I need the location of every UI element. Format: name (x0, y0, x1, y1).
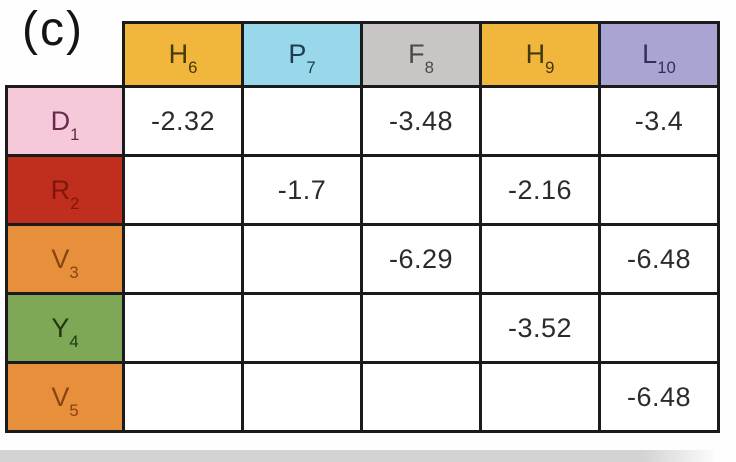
cell-r2-p7: -1.7 (241, 154, 363, 226)
bottom-edge-strip (0, 450, 714, 462)
cell-v5-l10: -6.48 (598, 361, 720, 433)
cell-v3-p7 (241, 223, 363, 295)
row-header-r2: R2 (5, 154, 125, 226)
table-row-y4: Y4 -3.52 (5, 292, 720, 364)
row-header-y4: Y4 (5, 292, 125, 364)
row-header-v3: V3 (5, 223, 125, 295)
cell-v3-f8: -6.29 (360, 223, 482, 295)
cell-y4-f8 (360, 292, 482, 364)
cell-y4-h9: -3.52 (479, 292, 601, 364)
interaction-matrix-table: H6 P7 F8 H9 L10 D1 -2.32 -3.48 -3.4 R2 -… (5, 21, 720, 433)
cell-v3-h6 (122, 223, 244, 295)
corner-cell (7, 23, 124, 87)
table-row-v5: V5 -6.48 (5, 361, 720, 433)
row-header-v5: V5 (5, 361, 125, 433)
cell-v5-h9 (479, 361, 601, 433)
cell-v3-h9 (479, 223, 601, 295)
column-header-row: H6 P7 F8 H9 L10 (7, 21, 720, 88)
cell-d1-h6: -2.32 (122, 85, 244, 157)
cell-r2-h6 (122, 154, 244, 226)
table-row-v3: V3 -6.29 -6.48 (5, 223, 720, 295)
cell-d1-h9 (479, 85, 601, 157)
cell-r2-h9: -2.16 (479, 154, 601, 226)
col-header-p7: P7 (241, 21, 363, 88)
cell-d1-p7 (241, 85, 363, 157)
table-row-r2: R2 -1.7 -2.16 (5, 154, 720, 226)
cell-v3-l10: -6.48 (598, 223, 720, 295)
cell-y4-p7 (241, 292, 363, 364)
cell-y4-l10 (598, 292, 720, 364)
col-header-f8: F8 (360, 21, 482, 88)
panel-label: (c) (22, 3, 84, 56)
col-header-l10: L10 (598, 21, 720, 88)
cell-r2-f8 (360, 154, 482, 226)
table-row-d1: D1 -2.32 -3.48 -3.4 (5, 85, 720, 157)
cell-d1-l10: -3.4 (598, 85, 720, 157)
col-header-h6: H6 (122, 21, 244, 88)
cell-d1-f8: -3.48 (360, 85, 482, 157)
cell-v5-p7 (241, 361, 363, 433)
cell-v5-f8 (360, 361, 482, 433)
cell-y4-h6 (122, 292, 244, 364)
cell-r2-l10 (598, 154, 720, 226)
row-header-d1: D1 (5, 85, 125, 157)
cell-v5-h6 (122, 361, 244, 433)
col-header-h9: H9 (479, 21, 601, 88)
